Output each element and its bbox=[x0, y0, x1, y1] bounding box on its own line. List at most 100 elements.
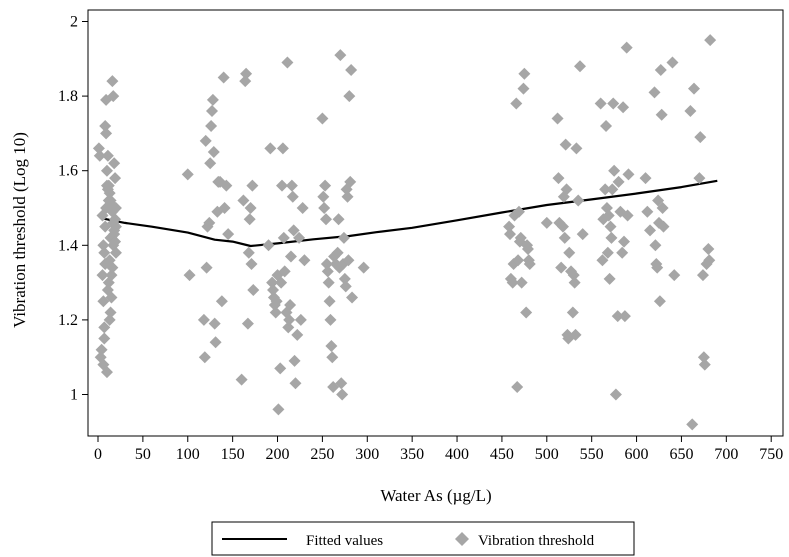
vibration-threshold-point bbox=[245, 257, 258, 270]
vibration-threshold-point bbox=[275, 276, 288, 289]
vibration-threshold-point bbox=[603, 272, 616, 285]
vibration-threshold-point bbox=[98, 246, 111, 259]
vibration-threshold-point bbox=[696, 269, 709, 282]
vibration-threshold-point bbox=[325, 340, 338, 353]
x-tick-label: 750 bbox=[759, 446, 783, 463]
vibration-threshold-point bbox=[241, 317, 254, 330]
vibration-threshold-point bbox=[693, 172, 706, 185]
vibration-threshold-point bbox=[203, 216, 216, 229]
fitted-line-layer bbox=[102, 179, 718, 248]
vibration-threshold-point bbox=[688, 82, 701, 95]
vibration-threshold-point bbox=[284, 250, 297, 263]
vibration-threshold-point bbox=[97, 358, 110, 371]
vibration-threshold-point bbox=[569, 328, 582, 341]
vibration-threshold-point bbox=[344, 175, 357, 188]
vibration-threshold-point bbox=[558, 231, 571, 244]
vibration-threshold-point bbox=[296, 202, 309, 214]
vibration-threshold-point bbox=[617, 235, 630, 248]
vibration-threshold-point bbox=[267, 284, 280, 297]
vibration-threshold-point bbox=[291, 328, 304, 341]
vibration-threshold-point bbox=[108, 228, 121, 241]
vibration-threshold-point bbox=[92, 142, 105, 155]
vibration-threshold-point bbox=[332, 213, 345, 226]
vibration-threshold-point bbox=[540, 216, 553, 229]
vibration-threshold-point bbox=[698, 358, 711, 371]
vibration-threshold-point bbox=[320, 257, 333, 270]
vibration-threshold-point bbox=[294, 313, 307, 326]
vibration-threshold-point bbox=[278, 265, 291, 278]
vibration-threshold-point bbox=[274, 362, 287, 375]
vibration-threshold-point bbox=[246, 179, 259, 192]
vibration-threshold-point bbox=[243, 213, 256, 226]
vibration-threshold-point bbox=[197, 313, 210, 326]
x-tick-label: 350 bbox=[400, 446, 424, 463]
vibration-threshold-point bbox=[606, 183, 619, 196]
vibration-threshold-point bbox=[95, 343, 108, 356]
x-tick-label: 250 bbox=[310, 446, 334, 463]
vibration-threshold-point bbox=[209, 336, 222, 349]
vibration-threshold-point bbox=[105, 291, 118, 304]
x-tick-label: 600 bbox=[625, 446, 649, 463]
vibration-threshold-point bbox=[106, 205, 119, 218]
vibration-threshold-point bbox=[703, 254, 716, 267]
vibration-threshold-point bbox=[608, 164, 621, 177]
x-tick-label: 400 bbox=[445, 446, 469, 463]
vibration-threshold-point bbox=[208, 317, 221, 330]
vibration-threshold-point bbox=[609, 388, 622, 401]
vibration-threshold-point bbox=[523, 257, 536, 270]
x-tick-label: 550 bbox=[580, 446, 604, 463]
vibration-threshold-point bbox=[601, 246, 614, 259]
legend-label-fitted: Fitted values bbox=[306, 533, 383, 549]
x-tick-label: 100 bbox=[176, 446, 200, 463]
vibration-threshold-point bbox=[218, 202, 231, 214]
vibration-threshold-point bbox=[205, 105, 218, 118]
vibration-threshold-point bbox=[183, 269, 196, 282]
x-tick-label: 200 bbox=[266, 446, 290, 463]
vibration-threshold-point bbox=[98, 332, 111, 345]
vibration-threshold-point bbox=[704, 34, 717, 47]
vibration-threshold-point bbox=[605, 231, 618, 244]
vibration-threshold-point bbox=[276, 179, 289, 192]
vibration-threshold-point bbox=[570, 142, 583, 155]
vibration-threshold-point bbox=[552, 172, 565, 185]
x-tick-label: 450 bbox=[490, 446, 514, 463]
vibration-threshold-point bbox=[220, 179, 233, 192]
vibration-threshold-point bbox=[555, 261, 568, 274]
y-tick-label: 1.4 bbox=[58, 237, 78, 254]
vibration-threshold-point bbox=[621, 209, 634, 222]
vibration-threshold-point bbox=[181, 168, 194, 181]
vibration-threshold-point bbox=[283, 313, 296, 326]
vibration-threshold-point bbox=[594, 97, 607, 110]
fitted-values-line bbox=[102, 179, 718, 248]
vibration-threshold-point bbox=[648, 86, 661, 99]
vibration-threshold-point bbox=[102, 179, 115, 192]
vibration-threshold-point bbox=[596, 254, 609, 267]
y-tick-label: 1 bbox=[70, 387, 78, 404]
vibration-threshold-point bbox=[272, 403, 285, 416]
vibration-threshold-point bbox=[331, 246, 344, 259]
vibration-threshold-point bbox=[357, 261, 370, 274]
y-axis: 1 1.2 1.4 1.6 1.8 2 bbox=[58, 14, 88, 404]
vibration-threshold-point bbox=[617, 101, 630, 114]
vibration-threshold-point bbox=[616, 246, 629, 259]
vibration-threshold-point bbox=[104, 306, 117, 319]
x-tick-label: 300 bbox=[355, 446, 379, 463]
vibration-threshold-point bbox=[568, 276, 581, 289]
vibration-threshold-point bbox=[517, 82, 530, 95]
vibration-threshold-point bbox=[339, 280, 352, 293]
vibration-threshold-point bbox=[199, 134, 212, 147]
vibration-threshold-point bbox=[207, 146, 220, 159]
vibration-threshold-point bbox=[599, 183, 612, 196]
vibration-threshold-point bbox=[106, 75, 119, 88]
vibration-threshold-point bbox=[515, 276, 528, 289]
vibration-threshold-point bbox=[237, 194, 250, 207]
vibration-threshold-point bbox=[655, 108, 668, 121]
vibration-threshold-point bbox=[686, 418, 699, 431]
vibration-threshold-point bbox=[222, 228, 235, 241]
vibration-threshold-point bbox=[109, 246, 122, 259]
vibration-threshold-point bbox=[321, 265, 334, 278]
vibration-threshold-point bbox=[338, 272, 351, 285]
vibration-threshold-point bbox=[288, 354, 301, 367]
vibration-threshold-point bbox=[514, 231, 527, 244]
vibration-threshold-point bbox=[215, 295, 228, 308]
